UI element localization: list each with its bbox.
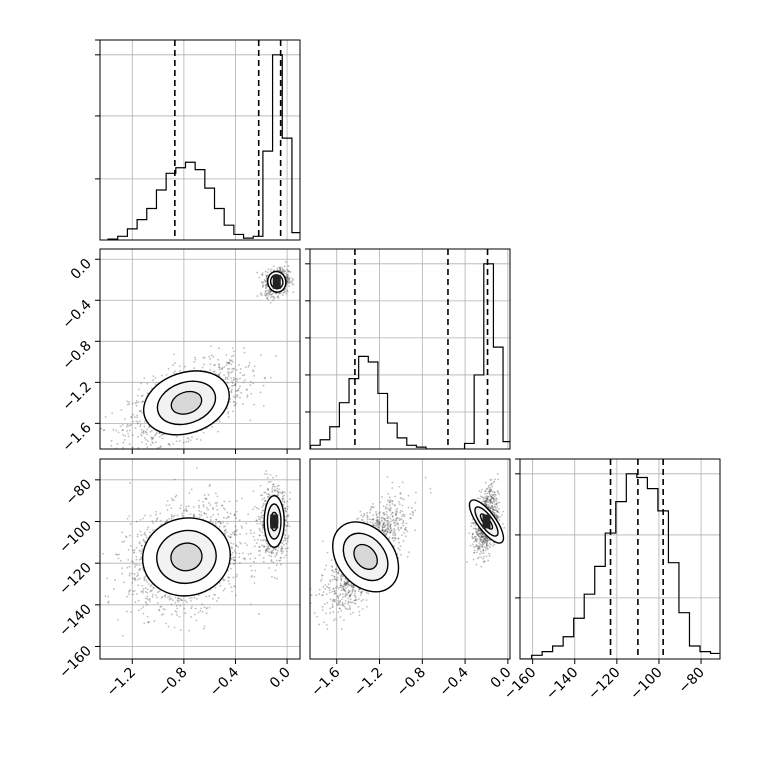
x-tick-label: −100 <box>627 665 666 704</box>
density-peak <box>272 274 281 289</box>
panel-frame <box>99 458 301 660</box>
y-tick-label: −1.2 <box>59 379 94 414</box>
panel-2d-2-1: −1.6 −1.2 −0.8 −0.4 0.0 <box>308 458 515 700</box>
y-tick-label: −0.8 <box>59 338 94 373</box>
x-tick-label: −1.2 <box>351 665 386 700</box>
panel-frame <box>309 248 511 450</box>
y-tick-label: −160 <box>56 643 95 682</box>
panel-frame <box>99 248 301 450</box>
y-tick-label: −140 <box>56 601 95 640</box>
scatter-points <box>100 260 295 449</box>
x-tick-label: −0.4 <box>437 664 472 699</box>
histogram-steps <box>107 54 300 240</box>
y-tick-label: −80 <box>63 476 95 508</box>
panel-frame <box>309 458 511 660</box>
panel-2d-1-0: 0.0 −0.4 −0.8 −1.2 −1.6 <box>59 248 301 455</box>
contour-inner <box>353 543 378 570</box>
x-tick-label: −120 <box>585 665 624 704</box>
x-tick-label: −0.8 <box>394 665 429 700</box>
corner-panels: 0.0−0.4−0.8−1.2−1.6−80−100−120−140−160−1… <box>56 39 721 704</box>
contour-inner <box>170 390 203 415</box>
y-tick-label: −0.4 <box>59 297 94 332</box>
y-tick-label: −1.6 <box>59 420 94 455</box>
x-tick-label: −1.6 <box>308 664 343 699</box>
x-tick-label: −0.8 <box>155 665 190 700</box>
panel-frame <box>519 458 721 660</box>
y-tick-label: 0.0 <box>68 256 95 283</box>
contour-inner <box>170 542 203 572</box>
panel-2d-2-0: −80 −100−120−140−160 −1.2 −0.8 −0.4 0.0 <box>56 458 301 700</box>
x-tick-label: −0.4 <box>207 664 242 699</box>
x-tick-label: 0.0 <box>267 665 294 692</box>
y-tick-label: −120 <box>56 560 95 599</box>
density-peak <box>482 514 491 529</box>
panel-diag-0 <box>95 39 301 241</box>
panel-diag-1 <box>305 248 511 450</box>
x-tick-label: −80 <box>676 665 708 697</box>
y-tick-label: −100 <box>56 518 95 557</box>
x-tick-label: −1.2 <box>104 665 139 700</box>
histogram-steps <box>310 263 510 449</box>
density-peak <box>270 514 279 529</box>
histogram-steps <box>521 473 720 659</box>
panel-diag-2: −160 −140 −120 −100 −80 <box>501 458 721 704</box>
x-tick-label: −140 <box>543 665 582 704</box>
panel-frame <box>99 39 301 241</box>
